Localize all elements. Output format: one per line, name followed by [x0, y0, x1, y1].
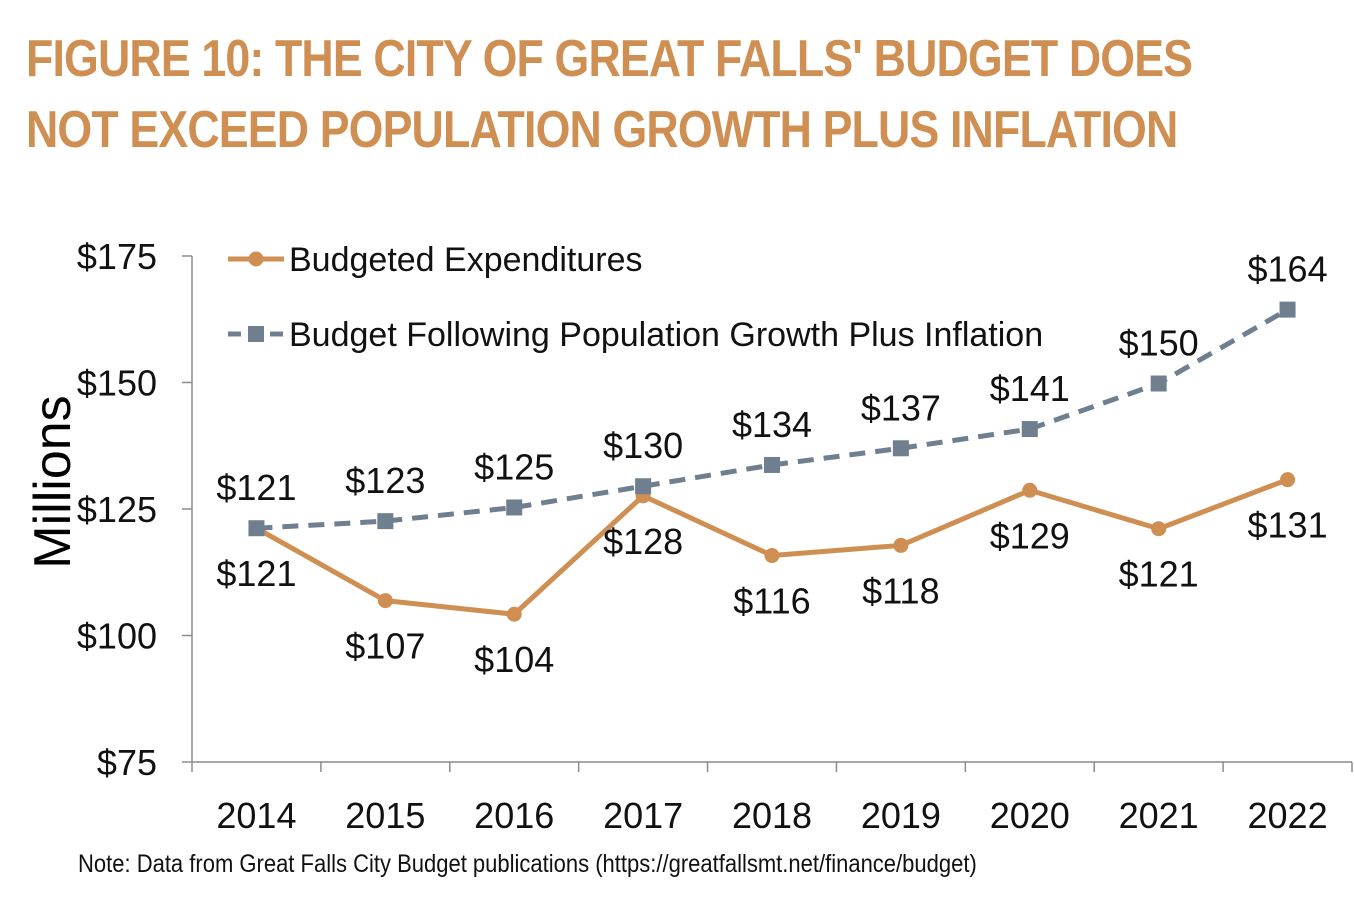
y-tick-label: $100	[77, 616, 157, 657]
legend-item-0: Budgeted Expenditures	[228, 241, 642, 279]
data-label-population-inflation: $150	[1119, 323, 1199, 364]
data-label-population-inflation: $164	[1248, 249, 1328, 290]
x-tick-label: 2020	[990, 795, 1070, 836]
series-layer	[248, 301, 1296, 622]
y-axis-label: Millions	[24, 395, 82, 568]
data-label-budgeted: $118	[862, 570, 939, 611]
chart-title: FIGURE 10: THE CITY OF GREAT FALLS' BUDG…	[26, 24, 1193, 166]
data-point-circle	[764, 548, 780, 564]
y-axis-ticks: $75 $100 $125 $150 $175	[77, 236, 192, 783]
data-point-square	[1150, 375, 1167, 392]
chart-title-line-2: NOT EXCEED POPULATION GROWTH PLUS INFLAT…	[26, 101, 1178, 159]
data-label-budgeted: $129	[990, 515, 1070, 556]
data-point-circle	[506, 606, 522, 622]
y-tick-label: $125	[77, 489, 157, 530]
legend-label: Budgeted Expenditures	[289, 241, 642, 279]
data-label-population-inflation: $134	[732, 404, 812, 445]
data-label-population-inflation: $125	[474, 446, 554, 487]
data-point-square	[377, 513, 394, 530]
data-point-square	[635, 478, 652, 495]
y-tick-label: $75	[97, 742, 157, 783]
data-point-square	[506, 499, 523, 516]
x-tick-label: 2019	[861, 795, 941, 836]
series-line	[256, 307, 1289, 531]
data-label-population-inflation: $137	[861, 387, 941, 428]
legend-marker-square	[248, 326, 264, 342]
data-label-budgeted: $116	[733, 581, 810, 622]
chart-title-line-1: FIGURE 10: THE CITY OF GREAT FALLS' BUDG…	[26, 30, 1193, 88]
data-label-population-inflation: $123	[345, 460, 425, 501]
data-point-circle	[1022, 482, 1038, 498]
x-tick-label: 2017	[603, 795, 683, 836]
data-point-square	[892, 440, 909, 457]
data-point-square	[1279, 301, 1296, 318]
data-point-circle	[893, 537, 909, 553]
x-axis-ticks: 2014 2015 2016 2017 2018 2019 2020 2021 2022	[191, 762, 1353, 836]
x-tick-label: 2021	[1119, 795, 1199, 836]
data-label-budgeted: $121	[216, 553, 296, 594]
data-point-circle	[377, 593, 393, 609]
data-label-budgeted: $131	[1248, 505, 1328, 546]
x-tick-label: 2016	[474, 795, 554, 836]
data-point-circle	[1280, 472, 1296, 488]
data-labels-layer: $121 $123 $125 $130 $134 $137 $141 $150 $164 $121…	[216, 249, 1327, 681]
x-tick-label: 2018	[732, 795, 812, 836]
x-tick-label: 2015	[345, 795, 425, 836]
y-tick-label: $150	[77, 363, 157, 404]
data-point-square	[1021, 421, 1038, 438]
series-1	[248, 301, 1296, 537]
x-tick-label: 2014	[216, 795, 296, 836]
data-label-population-inflation: $121	[216, 467, 296, 508]
source-note: Note: Data from Great Falls City Budget …	[78, 850, 977, 878]
legend-item-1: Budget Following Population Growth Plus …	[228, 316, 1043, 354]
legend-label: Budget Following Population Growth Plus …	[289, 316, 1043, 354]
legend-marker-circle	[248, 251, 264, 267]
x-tick-label: 2022	[1248, 795, 1328, 836]
data-label-budgeted: $104	[474, 639, 554, 680]
data-label-population-inflation: $130	[603, 425, 683, 466]
y-tick-label: $175	[77, 236, 157, 277]
chart-legend: Budgeted Expenditures Budget Following Po…	[228, 241, 1043, 354]
data-point-circle	[1151, 521, 1167, 537]
data-label-budgeted: $121	[1119, 554, 1199, 595]
data-label-population-inflation: $141	[990, 368, 1070, 409]
data-point-square	[764, 456, 780, 473]
data-point-square	[248, 520, 265, 537]
data-label-budgeted: $107	[345, 626, 425, 667]
data-label-budgeted: $128	[603, 521, 683, 562]
